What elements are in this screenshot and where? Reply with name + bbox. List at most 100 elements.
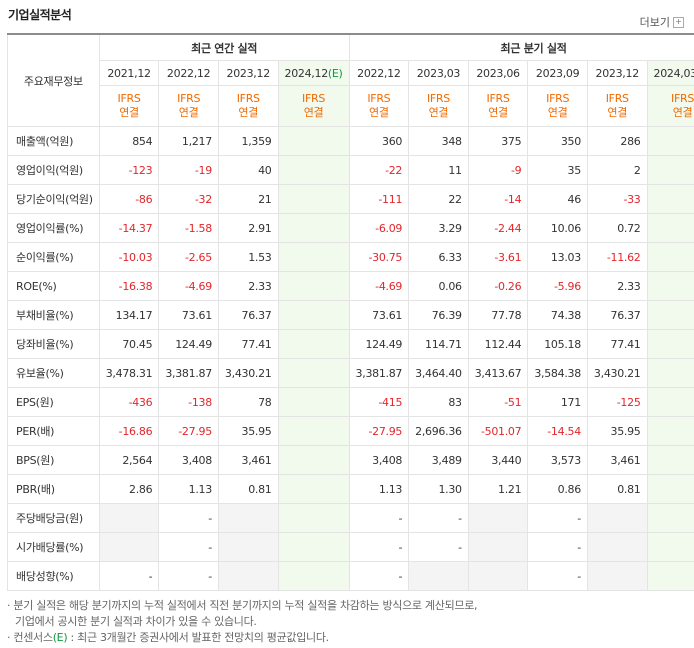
data-row: 매출액(억원) 854 1,217 1,359 360 348 375 350 286 bbox=[7, 126, 694, 156]
value-cell: -415 bbox=[348, 387, 410, 417]
basis-row: IFRS 연결 IFRS 연결 IFRS 연결 IFRS 연결 IFRS 연결 IFRS … bbox=[8, 85, 694, 127]
period: 2023,09 bbox=[535, 66, 580, 80]
empty-cell bbox=[646, 474, 694, 504]
value-cell: -2.44 bbox=[467, 213, 529, 243]
empty-cell bbox=[277, 213, 350, 243]
value-cell: 77.78 bbox=[467, 300, 529, 330]
value-cell: 0.81 bbox=[586, 474, 648, 504]
data-row: 영업이익률(%) -14.37 -1.58 2.91 -6.09 3.29 -2.44 10.… bbox=[7, 213, 694, 243]
basis-label: IFRS 연결 bbox=[408, 85, 469, 127]
value-cell: 1,359 bbox=[217, 126, 279, 156]
value-cell: 0.81 bbox=[217, 474, 279, 504]
period-header: 2021,12 bbox=[98, 60, 160, 86]
row-label: PER(배) bbox=[7, 416, 100, 446]
empty-cell bbox=[277, 503, 350, 533]
table-body: 매출액(억원) 854 1,217 1,359 360 348 375 350 286 영업이익(… bbox=[7, 126, 694, 591]
value-cell: -19 bbox=[158, 155, 219, 185]
value-cell: - bbox=[527, 532, 588, 562]
value-cell: 3,408 bbox=[348, 445, 410, 475]
empty-cell bbox=[646, 242, 694, 272]
row-label: 부채비율(%) bbox=[7, 300, 100, 330]
value-cell: -2.65 bbox=[158, 242, 219, 272]
data-row: 영업이익(억원) -123 -19 40 -22 11 -9 35 2 bbox=[7, 155, 694, 185]
value-cell: 3,584.38 bbox=[527, 358, 588, 388]
empty-cell bbox=[646, 271, 694, 301]
empty-cell bbox=[646, 155, 694, 185]
basis-label: IFRS 연결 bbox=[277, 85, 350, 127]
estimate-mark: (E) bbox=[327, 66, 343, 80]
more-icon[interactable]: + bbox=[673, 16, 684, 28]
value-cell: 13.03 bbox=[527, 242, 588, 272]
group-label: 최근 연간 실적 bbox=[98, 33, 350, 61]
basis-label: IFRS 연결 bbox=[158, 85, 219, 127]
value-cell: 3,440 bbox=[467, 445, 529, 475]
value-cell: 3,408 bbox=[158, 445, 219, 475]
row-label: EPS(원) bbox=[7, 387, 100, 417]
value-cell: 1.53 bbox=[217, 242, 279, 272]
value-cell: 3,489 bbox=[408, 445, 469, 475]
value-cell: - bbox=[348, 503, 410, 533]
value-cell: 2,564 bbox=[98, 445, 160, 475]
value-cell: 348 bbox=[408, 126, 469, 156]
empty-cell bbox=[217, 532, 279, 562]
value-cell: 70.45 bbox=[98, 329, 160, 359]
value-cell: -14.37 bbox=[98, 213, 160, 243]
value-cell: 124.49 bbox=[348, 329, 410, 359]
period-header: 2022,12 bbox=[158, 60, 219, 86]
empty-cell bbox=[98, 532, 160, 562]
period-header: 2024,03(E) bbox=[646, 60, 694, 86]
row-label: 순이익률(%) bbox=[7, 242, 100, 272]
more-button[interactable]: 더보기 + bbox=[640, 14, 684, 30]
value-cell: - bbox=[527, 561, 588, 591]
note-text: 컨센서스 bbox=[13, 631, 53, 644]
value-cell: 35 bbox=[527, 155, 588, 185]
value-cell: -111 bbox=[348, 184, 410, 214]
value-cell: 76.39 bbox=[408, 300, 469, 330]
row-label: 영업이익(억원) bbox=[7, 155, 100, 185]
empty-cell bbox=[217, 561, 279, 591]
empty-cell bbox=[586, 561, 648, 591]
value-cell: 3,430.21 bbox=[217, 358, 279, 388]
period: 2023,12 bbox=[595, 66, 640, 80]
value-cell: - bbox=[408, 503, 469, 533]
value-cell: 76.37 bbox=[586, 300, 648, 330]
basis-label: IFRS 연결 bbox=[217, 85, 279, 127]
value-cell: -16.38 bbox=[98, 271, 160, 301]
data-row: BPS(원) 2,564 3,408 3,461 3,408 3,489 3,440 3,57… bbox=[7, 445, 694, 475]
value-cell: 2,696.36 bbox=[408, 416, 469, 446]
period: 2022,12 bbox=[357, 66, 401, 80]
value-cell: 0.06 bbox=[408, 271, 469, 301]
value-cell: 73.61 bbox=[348, 300, 410, 330]
empty-cell bbox=[467, 503, 529, 533]
empty-cell bbox=[277, 329, 350, 359]
value-cell: -10.03 bbox=[98, 242, 160, 272]
value-cell: 114.71 bbox=[408, 329, 469, 359]
basis-label: IFRS 연결 bbox=[527, 85, 588, 127]
value-cell: 6.33 bbox=[408, 242, 469, 272]
basis-label: IFRS 연결 bbox=[646, 85, 694, 127]
value-cell: 2 bbox=[586, 155, 648, 185]
period: 2023,12 bbox=[226, 66, 271, 80]
period: 2021,12 bbox=[107, 66, 151, 80]
value-cell: 10.06 bbox=[527, 213, 588, 243]
row-label: ROE(%) bbox=[7, 271, 100, 301]
value-cell: 171 bbox=[527, 387, 588, 417]
empty-cell bbox=[467, 532, 529, 562]
note-line: 기업에서 공시한 분기 실적과 차이가 있을 수 있습니다. bbox=[7, 614, 477, 630]
value-cell: -14.54 bbox=[527, 416, 588, 446]
empty-cell bbox=[277, 416, 350, 446]
value-cell: -33 bbox=[586, 184, 648, 214]
value-cell: -0.26 bbox=[467, 271, 529, 301]
value-cell: -4.69 bbox=[158, 271, 219, 301]
value-cell: 854 bbox=[98, 126, 160, 156]
empty-cell bbox=[646, 213, 694, 243]
value-cell: 0.72 bbox=[586, 213, 648, 243]
value-cell: - bbox=[348, 532, 410, 562]
value-cell: - bbox=[158, 532, 219, 562]
empty-cell bbox=[646, 329, 694, 359]
data-row: 부채비율(%) 134.17 73.61 76.37 73.61 76.39 77.78 74… bbox=[7, 300, 694, 330]
value-cell: - bbox=[527, 503, 588, 533]
more-label[interactable]: 더보기 bbox=[639, 16, 670, 29]
row-label: BPS(원) bbox=[7, 445, 100, 475]
